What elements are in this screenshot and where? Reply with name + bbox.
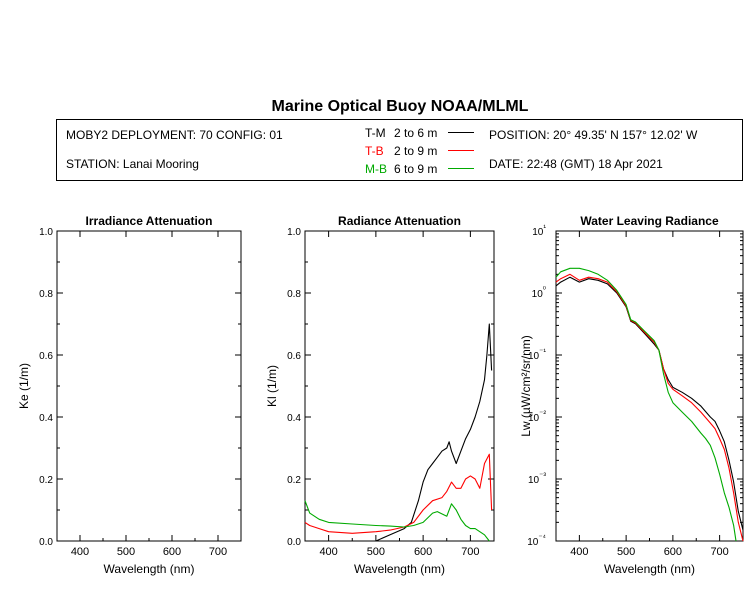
radiance-xtick-label: 500 xyxy=(367,546,385,558)
irradiance-ytick-label: 0.4 xyxy=(39,413,53,424)
radiance-xlabel: Wavelength (nm) xyxy=(354,562,445,576)
info-box: MOBY2 DEPLOYMENT: 70 CONFIG: 01 STATION:… xyxy=(56,119,743,181)
irradiance-xtick-label: 500 xyxy=(117,546,135,558)
lw-ytick-label: 10⁰ xyxy=(532,285,546,300)
irradiance-ytick-label: 0.6 xyxy=(39,351,53,362)
legend-range-tm: 2 to 6 m xyxy=(394,126,438,140)
radiance-series-t-b xyxy=(304,453,493,534)
irradiance-ytick-label: 0.0 xyxy=(39,537,53,548)
radiance-xtick-label: 600 xyxy=(414,546,432,558)
irradiance-xtick-label: 700 xyxy=(209,546,227,558)
irradiance-ylabel: Ke (1/m) xyxy=(17,363,31,409)
irradiance-ytick-label: 0.8 xyxy=(39,289,53,300)
irradiance-frame xyxy=(56,230,242,542)
legend-line-tb xyxy=(448,150,474,151)
legend-line-tm xyxy=(448,132,474,133)
lw-ytick-label: 10¹ xyxy=(532,223,546,238)
radiance-ytick-label: 0.2 xyxy=(287,475,301,486)
lw-xtick-label: 600 xyxy=(664,546,682,558)
radiance-xtick-label: 700 xyxy=(461,546,479,558)
station-text: STATION: Lanai Mooring xyxy=(66,157,199,171)
irradiance-ytick-label: 1.0 xyxy=(39,227,53,238)
lw-xtick-label: 700 xyxy=(710,546,728,558)
lw-xtick-label: 400 xyxy=(570,546,588,558)
irradiance-xtick-label: 400 xyxy=(71,546,89,558)
lw-ylabel: Lw (µW/cm²/sr/nm) xyxy=(519,335,533,437)
lw-series-t-m xyxy=(555,276,744,531)
lw-series-t-b xyxy=(555,273,744,542)
lw-title: Water Leaving Radiance xyxy=(580,214,719,228)
date-text: DATE: 22:48 (GMT) 18 Apr 2021 xyxy=(489,157,663,171)
radiance-series-t-m xyxy=(305,323,493,542)
deployment-text: MOBY2 DEPLOYMENT: 70 CONFIG: 01 xyxy=(66,128,283,142)
lw-xtick-label: 500 xyxy=(617,546,635,558)
radiance-frame xyxy=(304,230,495,542)
radiance-ylabel: Kl (1/m) xyxy=(265,365,279,407)
legend-range-tb: 2 to 9 m xyxy=(394,144,438,158)
irradiance-xtick-label: 600 xyxy=(163,546,181,558)
lw-frame xyxy=(555,230,744,542)
irradiance-ytick-label: 0.2 xyxy=(39,475,53,486)
lw-ytick-label: 10⁻⁴ xyxy=(527,533,546,548)
radiance-ytick-label: 0.8 xyxy=(287,289,301,300)
lw-series-m-b xyxy=(555,267,737,542)
legend-tag-mb: M-B xyxy=(365,162,387,176)
irradiance-xlabel: Wavelength (nm) xyxy=(104,562,195,576)
legend-range-mb: 6 to 9 m xyxy=(394,162,438,176)
radiance-ytick-label: 0.0 xyxy=(287,537,301,548)
lw-ytick-label: 10⁻³ xyxy=(528,471,546,486)
legend-line-mb xyxy=(448,168,474,169)
radiance-ytick-label: 1.0 xyxy=(287,227,301,238)
irradiance-title: Irradiance Attenuation xyxy=(86,214,213,228)
lw-xlabel: Wavelength (nm) xyxy=(604,562,695,576)
radiance-ytick-label: 0.4 xyxy=(287,413,301,424)
position-text: POSITION: 20° 49.35' N 157° 12.02' W xyxy=(489,128,698,142)
radiance-title: Radiance Attenuation xyxy=(338,214,461,228)
radiance-ytick-label: 0.6 xyxy=(287,351,301,362)
legend-tag-tb: T-B xyxy=(365,144,384,158)
legend-tag-tm: T-M xyxy=(365,126,386,140)
radiance-series-m-b xyxy=(304,500,490,542)
page-title: Marine Optical Buoy NOAA/MLML xyxy=(271,98,529,115)
radiance-xtick-label: 400 xyxy=(319,546,337,558)
